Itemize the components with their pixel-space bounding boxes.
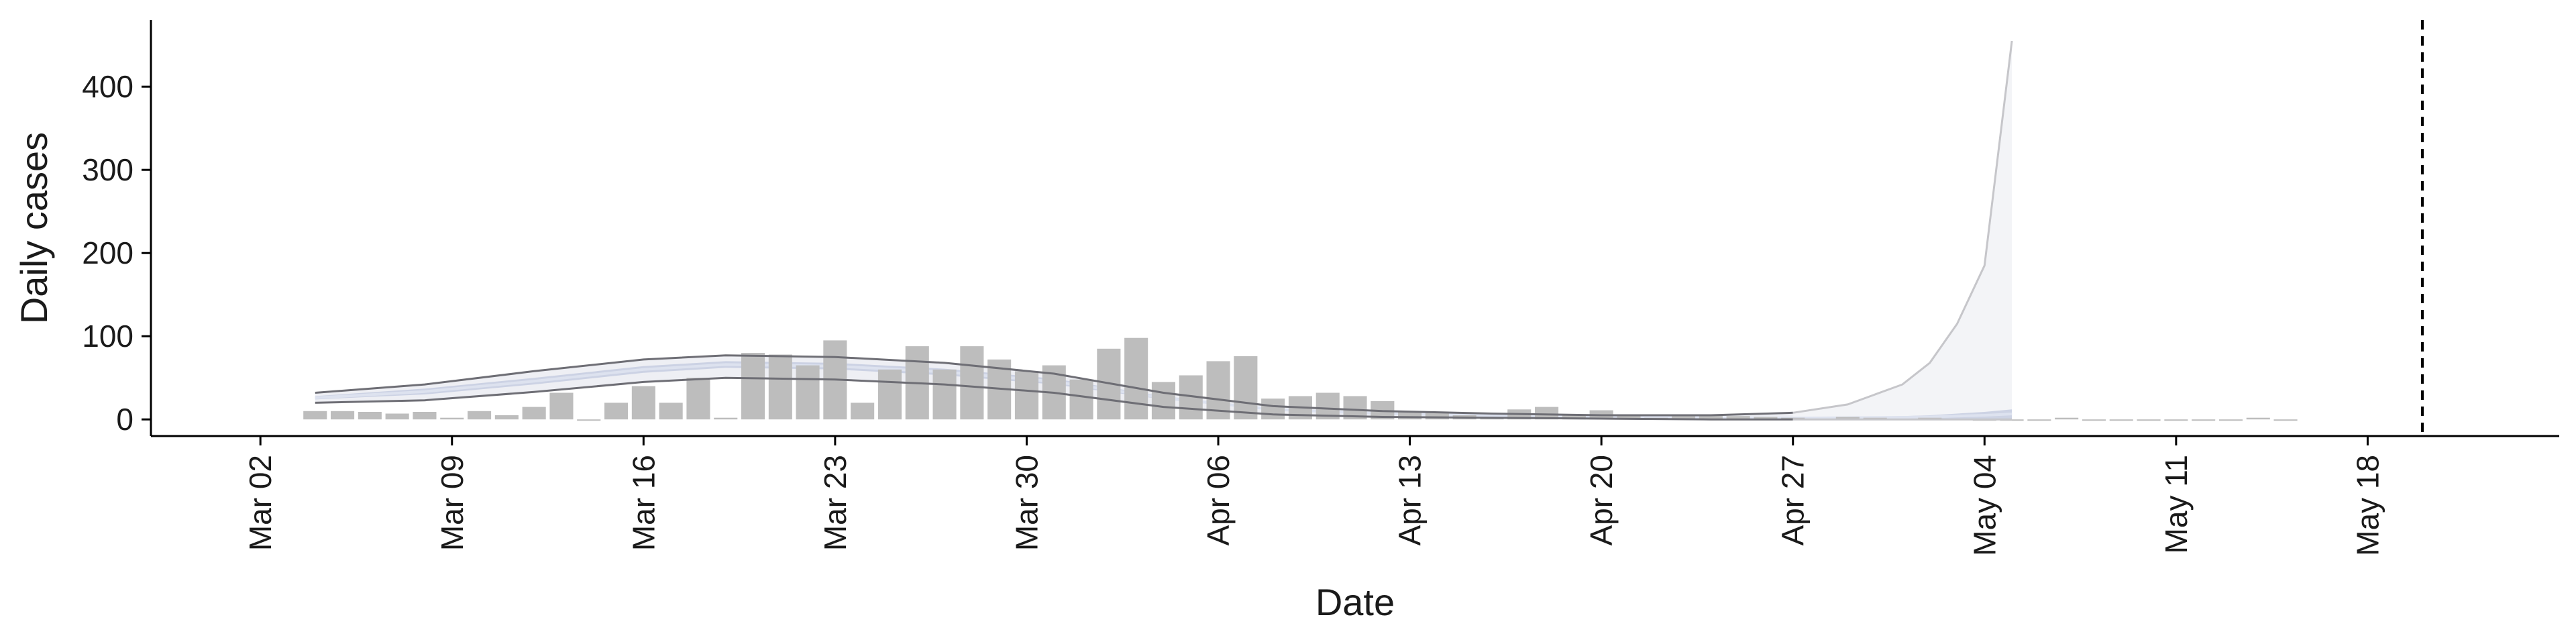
- y-axis-title: Daily cases: [13, 132, 55, 324]
- case-bar: [2246, 417, 2270, 420]
- case-bar: [2218, 419, 2243, 421]
- case-bar: [1014, 371, 1038, 420]
- x-tick-label: May 04: [1967, 455, 2002, 556]
- case-bar: [2164, 419, 2188, 421]
- case-bar: [631, 386, 655, 420]
- case-bar: [1234, 356, 1258, 420]
- case-bar: [1726, 416, 1750, 420]
- case-bar: [2137, 419, 2161, 421]
- forecast-band-area: [1792, 41, 2012, 420]
- x-tick-label: Mar 30: [1009, 455, 1044, 551]
- case-bar: [714, 417, 738, 420]
- y-tick-label: 300: [82, 152, 133, 187]
- x-tick-label: Apr 27: [1776, 455, 1811, 546]
- x-tick-label: Mar 16: [626, 455, 661, 551]
- case-bar: [1124, 337, 1148, 420]
- y-tick-label: 400: [82, 69, 133, 104]
- case-bar: [331, 411, 355, 420]
- case-bar: [659, 402, 683, 420]
- x-tick-label: Mar 23: [818, 455, 853, 551]
- case-bar: [2082, 419, 2106, 421]
- y-tick-label: 0: [116, 402, 133, 437]
- case-bar: [1151, 382, 1175, 420]
- axes: [150, 20, 2559, 437]
- case-bar: [1672, 416, 1696, 420]
- outer-band-lower-line: [315, 376, 1793, 421]
- case-bar: [440, 417, 464, 420]
- case-bar: [2192, 419, 2216, 421]
- x-tick-label: Apr 06: [1201, 455, 1236, 546]
- case-bar: [1535, 407, 1559, 420]
- y-tick-label: 100: [82, 319, 133, 354]
- case-bar: [932, 369, 957, 420]
- case-bar: [1699, 415, 1723, 420]
- case-bar: [522, 407, 546, 420]
- case-bar: [413, 412, 437, 420]
- case-bar: [1562, 415, 1586, 420]
- x-tick-label: Mar 09: [435, 455, 470, 551]
- case-bar: [549, 392, 574, 420]
- case-bar: [1069, 379, 1093, 420]
- y-ticks: 0 100 200 300 400: [82, 69, 151, 437]
- outer-band-upper-line: [315, 354, 1793, 417]
- case-bar: [1617, 416, 1641, 420]
- case-bar: [851, 402, 875, 420]
- case-bar: [468, 411, 492, 420]
- case-bar: [877, 369, 902, 420]
- case-bar: [1754, 417, 1778, 420]
- case-bar: [960, 346, 984, 420]
- y-tick-label: 200: [82, 235, 133, 270]
- case-bar: [385, 413, 409, 420]
- x-ticks: Mar 02 Mar 09 Mar 16 Mar 23 Mar 30 Apr 06 Apr …: [243, 436, 2385, 556]
- case-bar: [303, 411, 327, 420]
- estimate-bands: [315, 41, 2012, 420]
- x-axis-title: Date: [1316, 581, 1395, 623]
- case-bar: [796, 365, 820, 420]
- x-tick-label: May 11: [2159, 455, 2194, 553]
- case-bar: [358, 412, 382, 420]
- case-bar: [1261, 398, 1285, 420]
- x-tick-label: Apr 20: [1584, 455, 1619, 546]
- case-bar: [1425, 413, 1449, 420]
- x-tick-label: May 18: [2350, 455, 2385, 556]
- case-bar: [2273, 419, 2298, 421]
- case-bar: [604, 402, 629, 420]
- case-bar: [686, 378, 710, 420]
- case-bar: [2027, 419, 2051, 421]
- case-bar: [577, 419, 601, 421]
- case-bar: [2055, 417, 2079, 420]
- estimate-lines: [315, 40, 2013, 421]
- case-bar: [768, 354, 792, 420]
- case-bar: [1835, 417, 1860, 420]
- case-bar: [2109, 419, 2133, 421]
- x-tick-label: Mar 02: [243, 455, 278, 551]
- x-tick-label: Apr 13: [1393, 455, 1428, 546]
- case-bar: [494, 415, 519, 420]
- forecast-upper-line: [1792, 40, 2013, 414]
- case-bar: [741, 353, 765, 420]
